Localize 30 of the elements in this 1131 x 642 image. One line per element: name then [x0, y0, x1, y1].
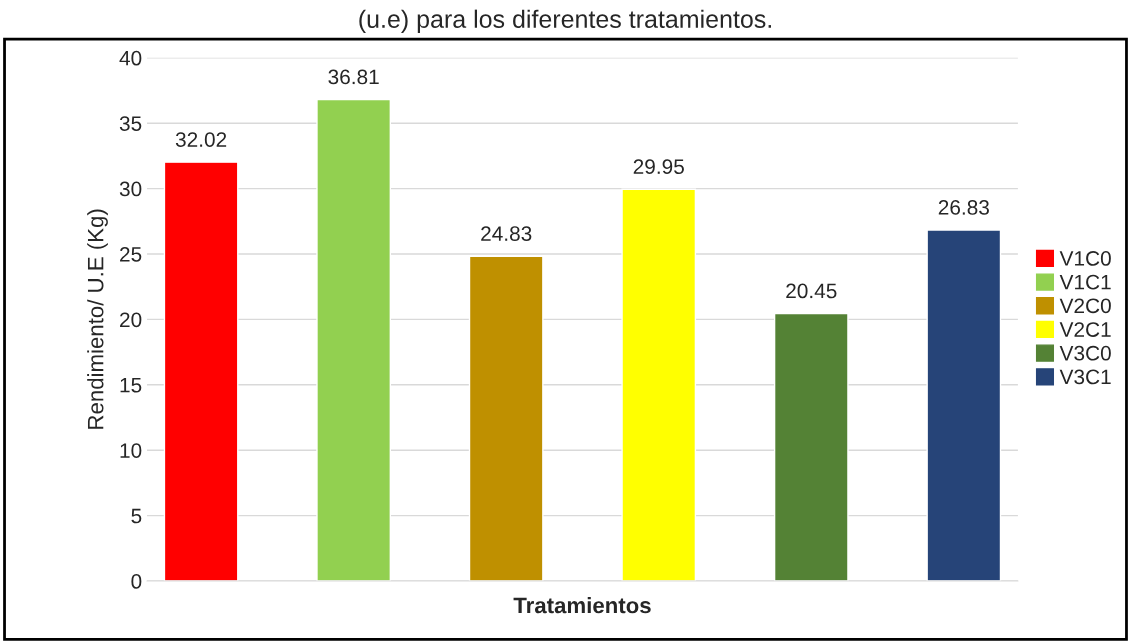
legend-label: V3C1: [1059, 369, 1111, 385]
data-label: 26.83: [938, 200, 989, 215]
y-tick-label: 20: [120, 312, 142, 328]
y-tick-label: 15: [120, 378, 142, 393]
bar: [621, 188, 697, 582]
bar: [773, 312, 849, 582]
legend-label: V1C1: [1059, 274, 1111, 290]
y-tick-label: 5: [131, 508, 142, 524]
y-tick-label: 0: [131, 574, 142, 589]
data-label: 24.83: [481, 226, 532, 241]
x-axis-title: Tratamientos: [513, 596, 651, 614]
y-tick-label: 35: [119, 116, 142, 131]
y-axis-title: Rendimiento/ U.E (Kg): [87, 209, 108, 429]
data-label: 36.81: [328, 69, 379, 85]
y-tick-label: 25: [120, 246, 142, 262]
legend-label: V1C0: [1059, 251, 1111, 266]
data-label: 29.95: [633, 159, 684, 175]
chart-title: (u.e) para los diferentes tratamientos.: [359, 9, 771, 33]
y-tick-label: 30: [119, 181, 142, 197]
y-tick-label: 40: [119, 50, 142, 66]
bar: [163, 161, 239, 582]
legend-label: V3C0: [1059, 345, 1111, 361]
data-label: 32.02: [175, 132, 227, 147]
bar: [316, 98, 392, 582]
bar: [468, 255, 544, 582]
legend-label: V2C1: [1059, 322, 1111, 337]
bar: [926, 229, 1002, 582]
y-tick-label: 10: [120, 443, 142, 458]
data-label: 20.45: [786, 283, 837, 299]
legend-label: V2C0: [1059, 298, 1111, 314]
